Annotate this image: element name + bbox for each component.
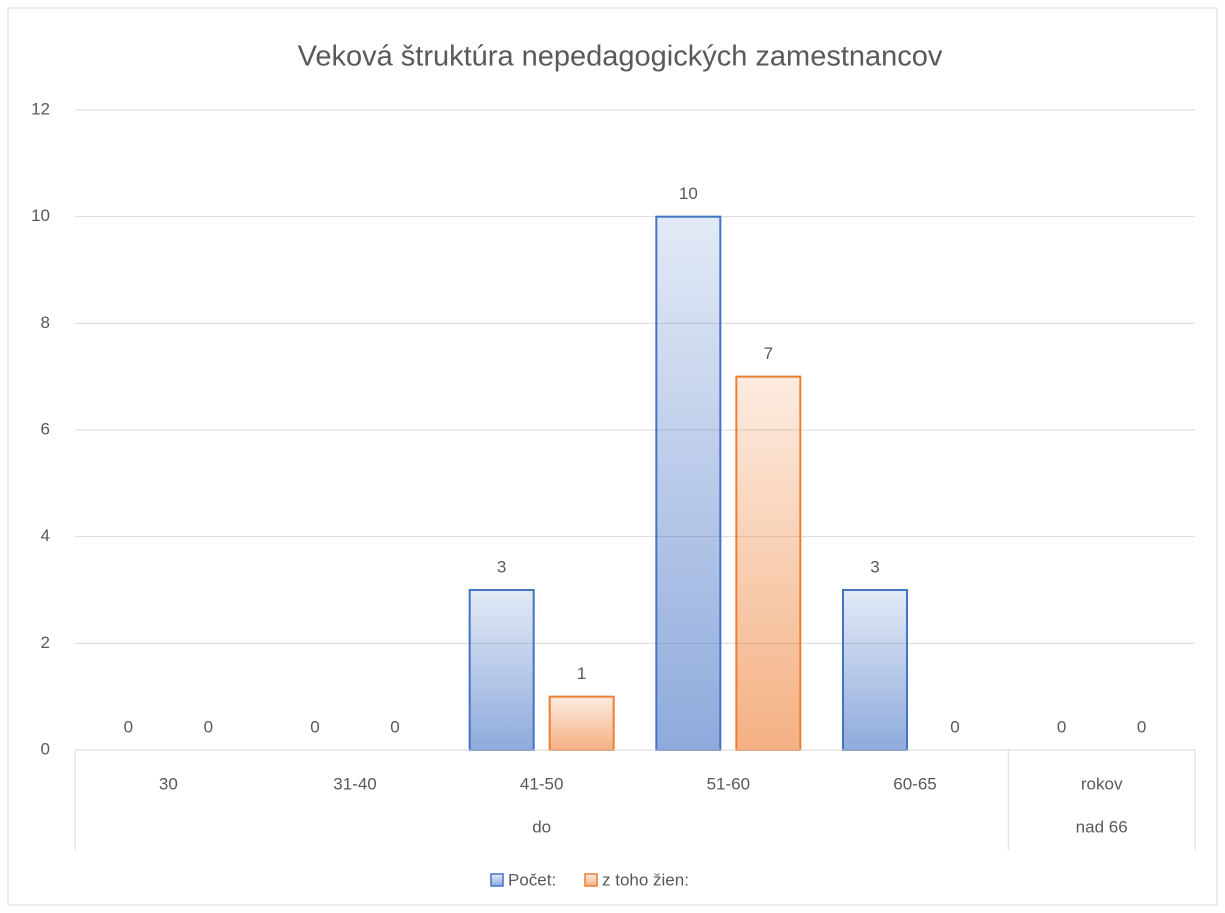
data-label: 0 [950, 717, 959, 736]
bar [548, 695, 615, 752]
y-tick-label: 2 [41, 633, 50, 652]
bar [735, 375, 802, 751]
legend-label: Počet: [508, 870, 556, 889]
x-tick-label: 41-50 [520, 774, 563, 793]
x-tick-label: 31-40 [333, 774, 376, 793]
chart-title: Veková štruktúra nepedagogických zamestn… [298, 41, 943, 73]
y-tick-label: 6 [41, 419, 50, 438]
bar [842, 589, 908, 751]
data-label: 3 [870, 557, 879, 576]
y-tick-label: 10 [31, 206, 50, 225]
bar [655, 215, 722, 751]
legend-label: z toho žien: [602, 870, 689, 889]
legend-swatch [584, 873, 598, 887]
x-tick-label: 51-60 [707, 774, 750, 793]
data-label: 0 [124, 717, 133, 736]
data-label: 0 [310, 717, 319, 736]
data-label: 10 [679, 184, 698, 203]
legend-swatch [490, 873, 504, 887]
data-label: 0 [1057, 717, 1066, 736]
y-tick-label: 8 [41, 313, 50, 332]
x-group-label: do [532, 817, 551, 836]
bar [468, 589, 535, 751]
y-tick-label: 4 [41, 526, 50, 545]
x-group-label: nad 66 [1076, 817, 1128, 836]
data-label: 7 [764, 344, 773, 363]
data-label: 0 [1137, 717, 1146, 736]
data-label: 1 [577, 664, 586, 683]
x-tick-label: 60-65 [893, 774, 936, 793]
chart-frame [7, 7, 1218, 906]
data-label: 3 [497, 557, 506, 576]
x-tick-label: 30 [159, 774, 178, 793]
y-tick-label: 0 [41, 739, 50, 758]
x-tick-label: rokov [1081, 774, 1123, 793]
y-tick-label: 12 [31, 99, 50, 118]
data-label: 0 [390, 717, 399, 736]
data-label: 0 [204, 717, 213, 736]
